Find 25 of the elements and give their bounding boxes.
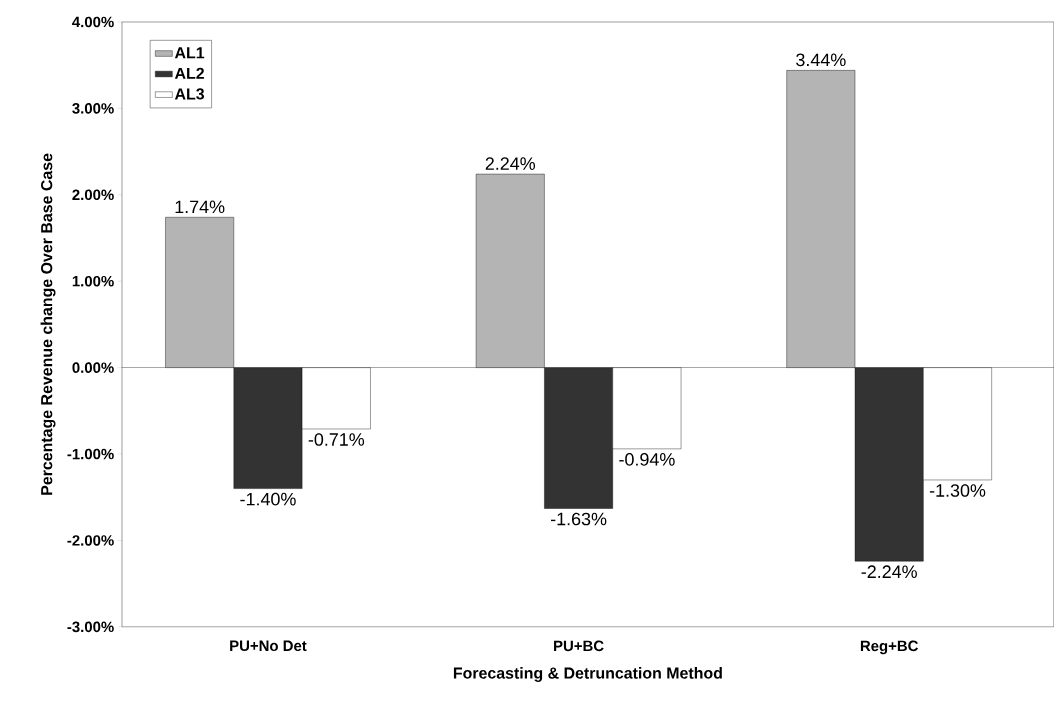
legend-label: AL2: [174, 67, 204, 79]
y-tick-label: 4.00%: [72, 16, 114, 28]
data-label: 2.24%: [485, 157, 536, 170]
x-axis-title: Forecasting & Detruncation Method: [453, 667, 722, 683]
data-label: -1.63%: [550, 512, 607, 526]
data-label: -1.30%: [929, 484, 986, 497]
y-tick-label: 1.00%: [72, 276, 114, 287]
data-label: 3.44%: [796, 53, 846, 67]
x-tick-label: PU+BC: [554, 640, 604, 652]
x-tick-label: Reg+BC: [860, 640, 919, 655]
y-tick-label: -2.00%: [67, 535, 114, 546]
data-label: 1.74%: [175, 200, 225, 214]
data-label: -0.94%: [619, 453, 675, 466]
y-tick-label: -3.00%: [67, 621, 114, 633]
x-tick-label: PU+No Det: [230, 640, 307, 652]
legend-label: AL1: [174, 47, 205, 59]
y-tick-label: 0.00%: [72, 362, 114, 373]
legend-label: AL3: [174, 88, 205, 100]
data-label: -1.40%: [240, 492, 296, 506]
data-label: -2.24%: [861, 565, 917, 579]
y-tick-label: -1.00%: [67, 448, 114, 460]
y-tick-label: 3.00%: [72, 103, 114, 114]
data-label: -0.71%: [308, 433, 365, 446]
y-tick-label: 2.00%: [72, 189, 114, 201]
y-axis-title: Percentage Revenue change Over Base Case: [40, 153, 56, 495]
